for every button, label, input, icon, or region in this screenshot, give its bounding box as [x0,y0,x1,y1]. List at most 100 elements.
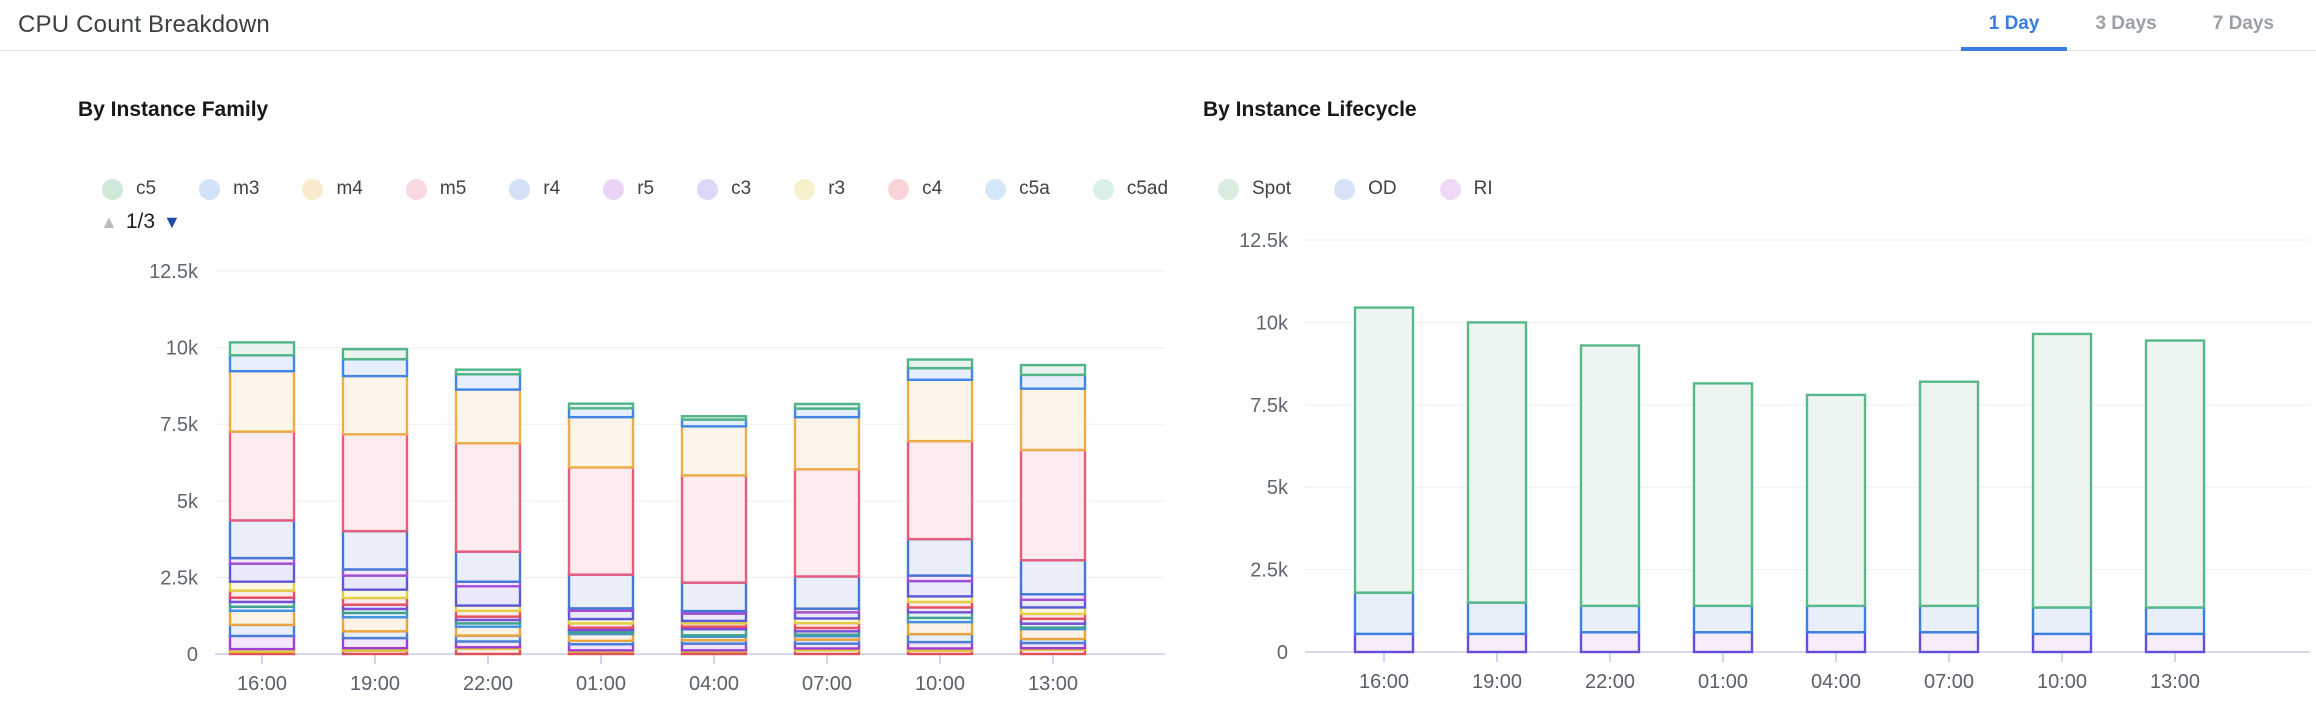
tab-3-days[interactable]: 3 Days [2095,12,2157,34]
bar-segment-unlabeled-blue[interactable] [228,623,296,638]
bar-segment-m4[interactable] [906,378,974,443]
legend-item-c5[interactable]: c5 [102,178,156,200]
legend-item-r5[interactable]: r5 [603,178,654,200]
pager-down-icon[interactable]: ▼ [163,212,181,232]
bar-segment-OD[interactable] [2144,606,2206,636]
bar-segment-RI[interactable] [2144,632,2206,654]
pager-up-icon[interactable]: ▲ [100,212,118,232]
bar-segment-r4[interactable] [1019,559,1087,596]
legend-item-c3[interactable]: c3 [697,178,751,200]
bar-segment-c5[interactable] [906,358,974,370]
legend-item-ri[interactable]: RI [1439,178,1493,200]
bar-segment-OD[interactable] [1805,604,1867,634]
bar-segment-m5[interactable] [793,468,861,578]
bar-segment-c3[interactable] [454,585,522,607]
bar-segment-RI[interactable] [2031,632,2093,654]
bar-segment-RI[interactable] [1692,631,1754,654]
bar-segment-unlabeled-orange[interactable] [228,609,296,627]
bar-segment-unlabeled-orange[interactable] [454,625,522,637]
bar-segment-m5[interactable] [341,433,409,533]
bar-segment-r4[interactable] [454,550,522,583]
bar-segment-r4[interactable] [680,581,748,613]
bar-segment-OD[interactable] [1692,604,1754,634]
bar-segment-unlabeled-orange[interactable] [341,616,409,633]
bar-segment-m3[interactable] [567,407,635,419]
legend-item-c4[interactable]: c4 [888,178,942,200]
bar-segment-unlabeled-orange[interactable] [906,620,974,636]
bar-segment-Spot[interactable] [1466,321,1528,604]
bar-segment-m5[interactable] [1019,448,1087,562]
bar-segment-m5[interactable] [567,466,635,576]
bar-segment-OD[interactable] [1466,601,1528,636]
stacked-bar-chart-instance-family[interactable]: 0 2.5k 5k 7.5k 10k 12.5k 16:00 19:00 22:00 01:00 0… [80,248,1180,702]
bar-segment-Spot[interactable] [1805,393,1867,608]
bar-segment-m3[interactable] [228,354,296,373]
bar-segment-m5[interactable] [228,430,296,522]
bar-segment-m5[interactable] [680,474,748,584]
bar-segment-RI[interactable] [1918,631,1980,654]
bar-segment-m3[interactable] [906,366,974,381]
bar-segment-m4[interactable] [1019,387,1087,452]
legend-label: r3 [828,178,846,199]
bar-segment-m5[interactable] [454,441,522,553]
bar-segment-c5[interactable] [454,368,522,376]
bar-segment-c3[interactable] [567,609,635,621]
bar-segment-c5[interactable] [1019,363,1087,377]
bar-segment-Spot[interactable] [2031,332,2093,609]
bar-segment-r4[interactable] [906,537,974,577]
bar-segment-r4[interactable] [228,519,296,560]
stacked-bar-chart-instance-lifecycle[interactable]: 0 2.5k 5k 7.5k 10k 12.5k 16:00 19:00 22:00 01:00 0… [1205,220,2316,702]
legend-item-c5a[interactable]: c5a [985,178,1050,200]
bar-segment-RI[interactable] [1353,632,1415,654]
bar-segment-RI[interactable] [1466,632,1528,654]
bar-segment-m4[interactable] [454,388,522,445]
bar-segment-m5[interactable] [906,439,974,541]
legend-item-spot[interactable]: Spot [1218,178,1291,200]
bar-segment-r4[interactable] [793,575,861,610]
legend-item-od[interactable]: OD [1334,178,1397,200]
bar-segment-Spot[interactable] [1918,380,1980,608]
bar-segment-Spot[interactable] [1353,306,1415,594]
bar-segment-c3[interactable] [341,574,409,591]
tab-1-day[interactable]: 1 Day [1960,0,2068,51]
bar-segment-OD[interactable] [1918,604,1980,634]
bar-segment-c3[interactable] [228,562,296,583]
bar-segment-OD[interactable] [1353,591,1415,636]
bar-segment-c5[interactable] [680,415,748,421]
bar-segment-OD[interactable] [2031,606,2093,636]
bar-segment-c5[interactable] [228,341,296,357]
bar-segment-r4[interactable] [341,529,409,571]
bar-segment-r3[interactable] [341,588,409,600]
bar-segment-unlabeled-violet[interactable] [228,634,296,651]
bar-segment-m3[interactable] [793,407,861,419]
legend-item-m3[interactable]: m3 [199,178,259,200]
bar-segment-unlabeled-violet[interactable] [341,636,409,650]
bar-segment-c5[interactable] [341,347,409,361]
bar-segment-r4[interactable] [567,573,635,610]
bar-segment-Spot[interactable] [2144,339,2206,609]
bar-segment-RI[interactable] [1805,631,1867,654]
legend-item-m5[interactable]: m5 [405,178,466,200]
legend-item-r4[interactable]: r4 [509,178,560,200]
bar-segment-RI[interactable] [1579,631,1641,654]
bar-segment-unlabeled-orange[interactable] [1019,627,1087,641]
bar-segment-m4[interactable] [228,369,296,433]
bar-segment-OD[interactable] [1579,604,1641,634]
bar-segment-Spot[interactable] [1692,382,1754,608]
bar-segment-c5[interactable] [793,402,861,410]
bar-segment-m4[interactable] [793,415,861,471]
bar-segment-c3[interactable] [906,579,974,598]
bar-segment-Spot[interactable] [1579,344,1641,608]
legend-item-c5ad[interactable]: c5ad [1092,178,1168,200]
tab-7-days[interactable]: 7 Days [2212,12,2274,34]
bar-segment-m3[interactable] [341,358,409,378]
bar-segment-c5[interactable] [567,402,635,410]
bar-segment-m3[interactable] [1019,373,1087,390]
bar-segment-r3[interactable] [228,580,296,592]
bar-segment-m4[interactable] [680,425,748,477]
bar-segment-m3[interactable] [454,373,522,391]
bar-segment-m4[interactable] [567,415,635,469]
bar-segment-m4[interactable] [341,374,409,436]
legend-item-r3[interactable]: r3 [794,178,845,200]
legend-item-m4[interactable]: m4 [302,178,363,200]
